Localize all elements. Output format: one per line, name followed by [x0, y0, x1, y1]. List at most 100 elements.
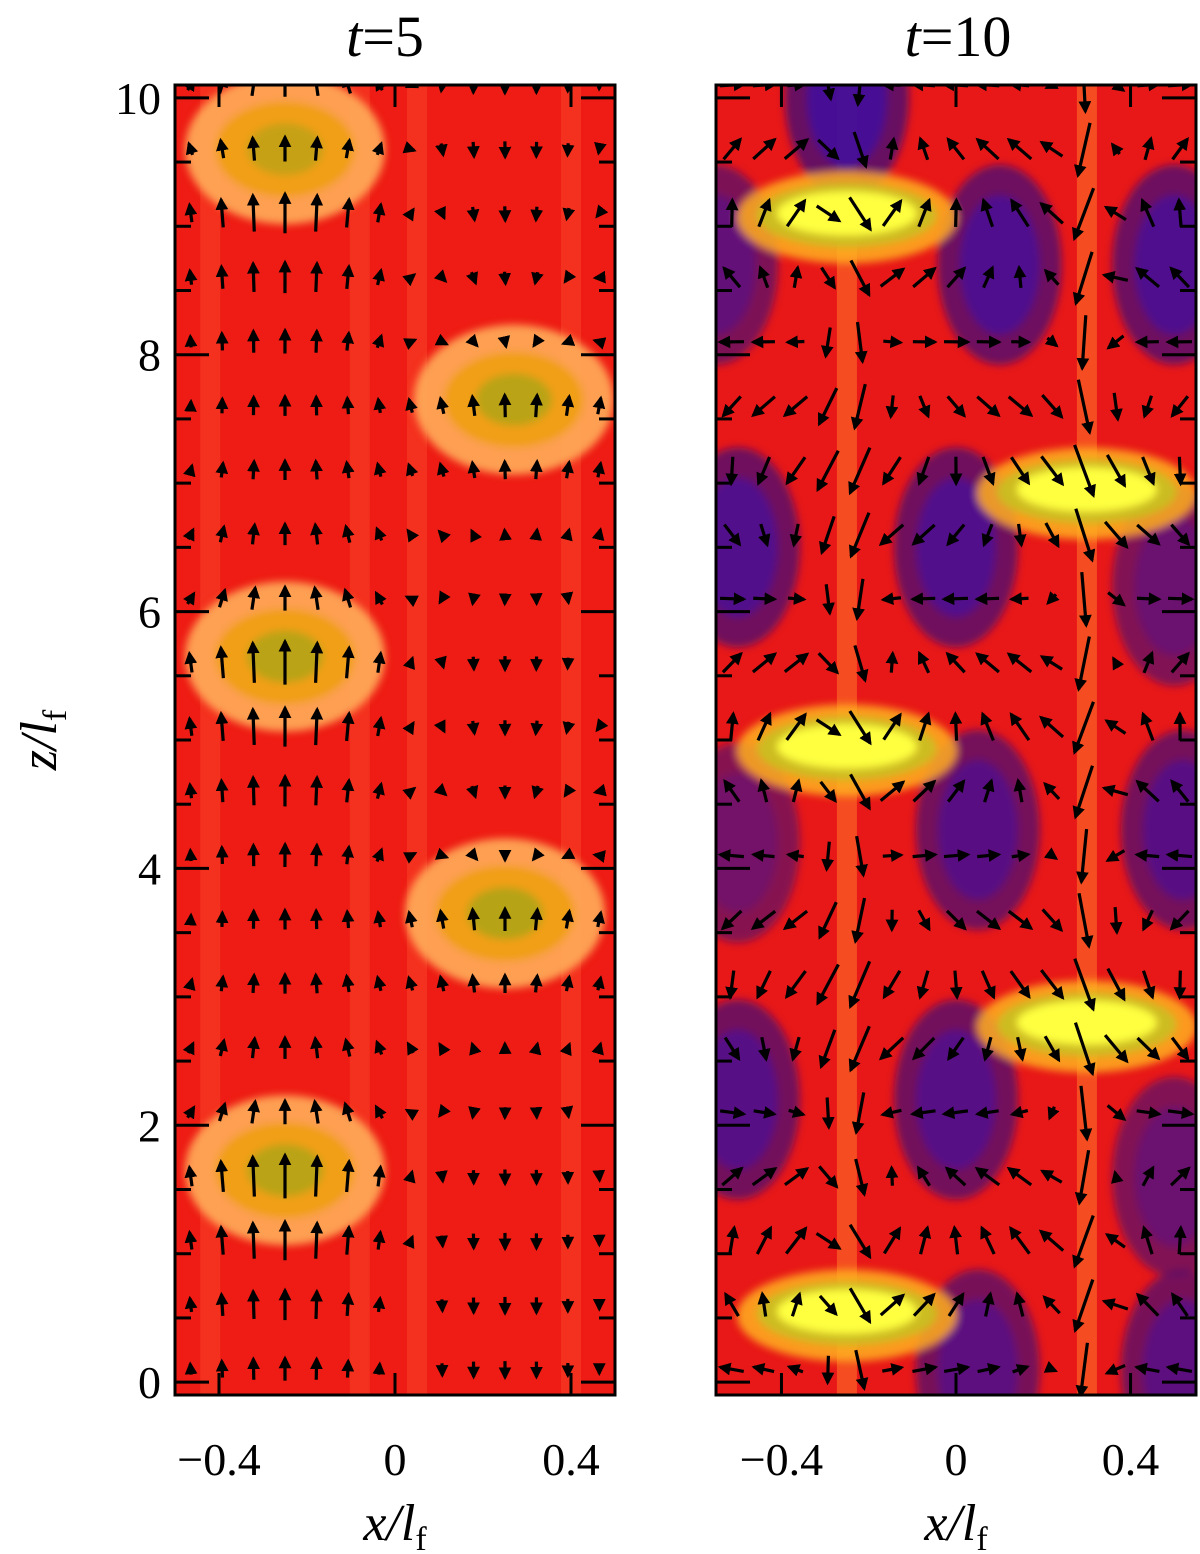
velocity-arrow: [215, 1358, 229, 1378]
velocity-arrow: [342, 587, 355, 608]
velocity-arrow: [184, 268, 198, 285]
velocity-arrow: [184, 1229, 198, 1250]
velocity-arrow: [341, 1224, 355, 1255]
velocity-arrow: [310, 1154, 324, 1197]
velocity-arrow: [1170, 523, 1191, 547]
velocity-arrow: [848, 960, 872, 1010]
velocity-arrow: [1140, 197, 1156, 228]
velocity-arrow: [789, 265, 803, 288]
velocity-arrow: [1101, 784, 1129, 797]
velocity-arrow: [184, 202, 198, 223]
velocity-arrow: [1047, 1106, 1060, 1121]
axis-ticks: −0.4 0 0.4 0 2 4 6 8 10: [115, 73, 615, 1485]
velocity-arrow: [1111, 1169, 1124, 1184]
velocity-arrow: [820, 266, 836, 290]
velocity-arrow: [784, 970, 807, 1000]
velocity-arrow: [917, 197, 932, 228]
dark-spot-core: [716, 1029, 778, 1170]
velocity-arrow: [594, 141, 607, 156]
heatmap-band: [200, 85, 221, 1395]
velocity-arrow: [757, 778, 770, 803]
velocity-arrow: [1040, 1169, 1063, 1184]
velocity-arrow: [849, 512, 871, 559]
velocity-arrow: [215, 330, 229, 351]
velocity-arrow: [720, 909, 743, 931]
velocity-arrow: [341, 1158, 355, 1193]
velocity-arrow: [883, 335, 904, 349]
velocity-arrow: [310, 706, 324, 746]
velocity-arrow: [818, 1029, 837, 1070]
velocity-arrow: [980, 711, 995, 742]
velocity-arrow: [438, 590, 451, 605]
velocity-arrow: [1171, 136, 1189, 161]
velocity-arrow: [373, 909, 387, 928]
title-eq: =: [362, 4, 395, 69]
velocity-arrow: [183, 912, 197, 926]
velocity-arrow: [975, 909, 1002, 931]
velocity-arrow: [341, 645, 355, 679]
velocity-arrow: [247, 1098, 261, 1124]
velocity-arrow: [530, 906, 543, 931]
velocity-arrow: [1135, 1292, 1160, 1317]
velocity-arrow: [882, 712, 902, 741]
velocity-arrow: [721, 1166, 744, 1187]
velocity-arrow: [852, 578, 865, 622]
velocity-arrow: [561, 847, 576, 860]
velocity-arrow: [879, 267, 906, 288]
velocity-arrow: [215, 524, 228, 543]
velocity-arrow: [1165, 849, 1193, 862]
velocity-arrow: [372, 202, 386, 223]
velocity-arrow: [943, 849, 971, 862]
velocity-arrow: [946, 137, 966, 161]
velocity-arrow: [1008, 592, 1029, 606]
velocity-arrow: [910, 592, 936, 606]
velocity-arrow: [1136, 592, 1162, 606]
velocity-arrow: [433, 269, 448, 284]
velocity-arrow: [882, 1363, 905, 1376]
velocity-arrow: [185, 141, 199, 156]
velocity-arrow: [789, 1036, 802, 1062]
x-axis-label: x/lf: [923, 1495, 988, 1554]
velocity-arrow: [1141, 970, 1156, 1000]
velocity-arrow: [721, 395, 742, 418]
velocity-arrow: [247, 260, 260, 292]
velocity-arrow: [530, 720, 544, 737]
velocity-arrow: [341, 196, 355, 228]
title-val: 5: [395, 4, 424, 69]
velocity-arrow: [1041, 908, 1064, 933]
velocity-arrow: [880, 592, 902, 605]
velocity-arrow: [247, 585, 261, 610]
velocity-arrow: [184, 333, 198, 348]
x-tick-label: −0.4: [740, 1434, 823, 1485]
velocity-arrow: [819, 780, 837, 803]
velocity-arrow: [467, 973, 481, 993]
velocity-arrow: [1169, 266, 1191, 289]
velocity-arrow: [466, 720, 480, 736]
velocity-arrow: [247, 1288, 260, 1319]
velocity-arrow: [310, 328, 323, 353]
velocity-arrow: [592, 395, 606, 415]
velocity-arrow: [403, 1169, 416, 1184]
velocity-arrow: [881, 198, 903, 227]
velocity-arrow: [885, 1165, 899, 1186]
velocity-arrow: [1136, 523, 1161, 546]
velocity-arrow: [402, 786, 417, 800]
velocity-arrow: [372, 1295, 386, 1313]
velocity-arrow: [918, 711, 932, 741]
velocity-arrow: [560, 591, 574, 606]
velocity-arrow: [912, 1292, 936, 1317]
velocity-arrow: [215, 196, 229, 228]
velocity-arrow: [341, 777, 355, 803]
velocity-arrow: [918, 395, 931, 419]
velocity-arrow: [788, 1105, 806, 1118]
velocity-arrow: [561, 459, 574, 479]
velocity-arrow: [912, 779, 937, 803]
velocity-arrow: [182, 1041, 195, 1056]
velocity-arrow: [1134, 849, 1160, 862]
velocity-arrow: [750, 849, 775, 862]
velocity-arrow: [342, 523, 355, 544]
velocity-arrow: [371, 141, 384, 156]
velocity-arrow: [559, 1041, 572, 1057]
velocity-arrow: [563, 269, 577, 284]
velocity-arrow: [982, 778, 995, 803]
